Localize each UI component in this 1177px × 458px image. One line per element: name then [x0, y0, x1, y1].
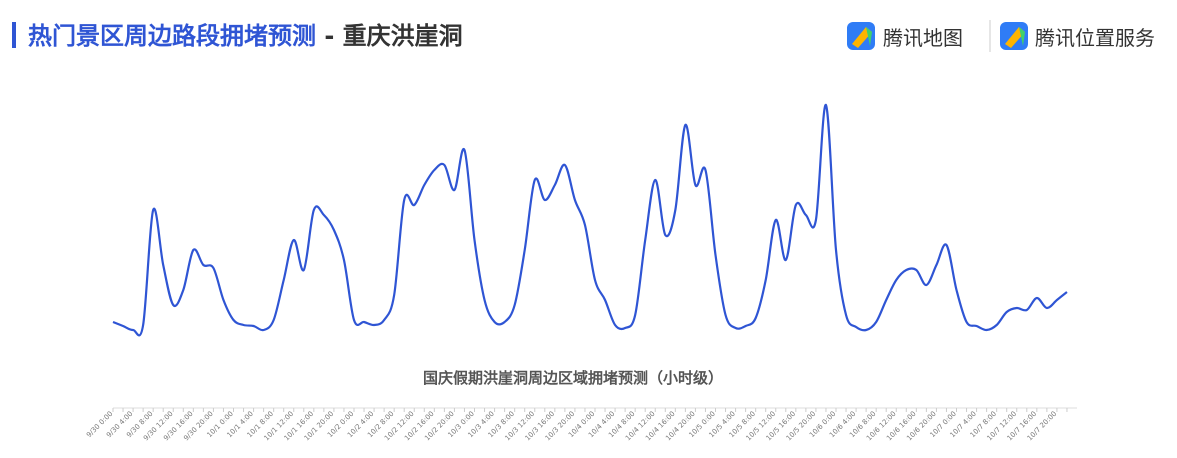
logo-text: 腾讯位置服务: [1035, 26, 1155, 50]
title-main: 热门景区周边路段拥堵预测: [28, 22, 316, 50]
logo-map: 腾讯地图: [847, 22, 963, 50]
title-bar: [12, 22, 16, 48]
logo-service: 腾讯位置服务: [1000, 22, 1155, 50]
line: [112, 103, 1068, 337]
plot: 9/30 0:009/30 4:009/30 8:009/30 12:009/3…: [85, 103, 1077, 442]
header-title: 热门景区周边路段拥堵预测 - 重庆洪崖洞: [28, 22, 463, 50]
title-place: - 重庆洪崖洞: [316, 22, 463, 50]
chart-title: 国庆假期洪崖洞周边区域拥堵预测（小时级）: [423, 369, 723, 387]
logo-text: 腾讯地图: [883, 26, 963, 50]
